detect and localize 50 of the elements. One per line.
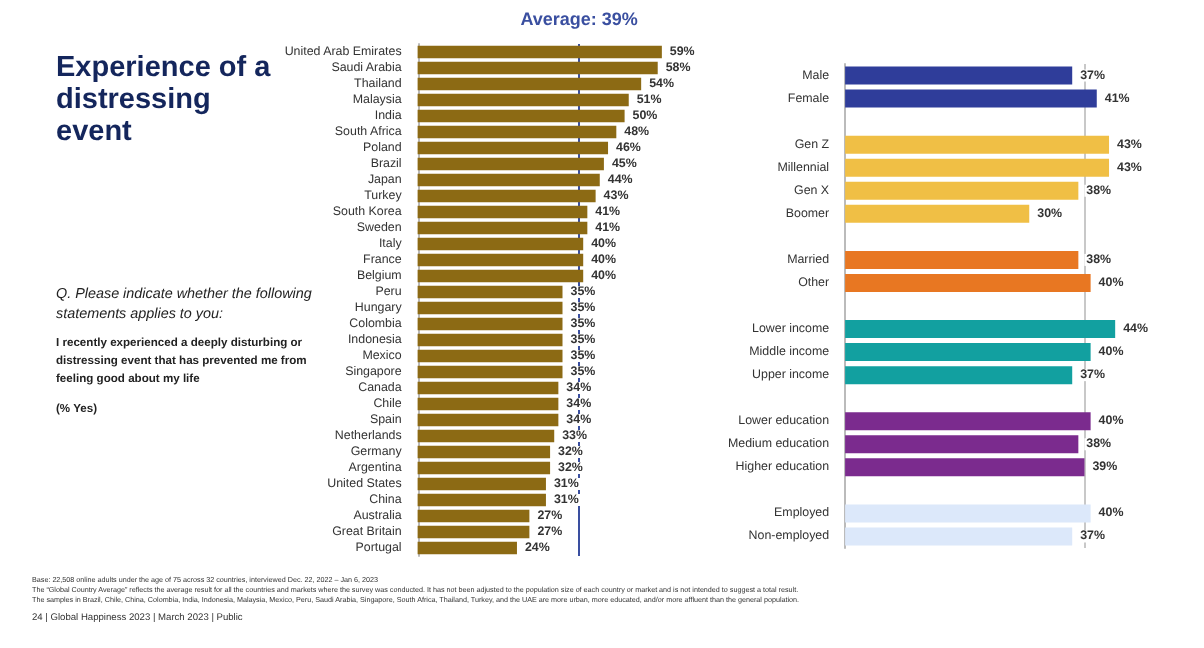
- bar: [845, 343, 1091, 362]
- bar: [845, 273, 1091, 292]
- bar: [417, 93, 629, 107]
- bar: [845, 458, 1085, 477]
- bar: [417, 125, 617, 139]
- bar: [845, 135, 1110, 154]
- bar: [417, 509, 530, 523]
- bar: [845, 250, 1079, 269]
- bar: [417, 45, 662, 59]
- bar: [845, 435, 1079, 454]
- bar: [845, 181, 1079, 200]
- bar: [845, 412, 1091, 431]
- bar: [417, 269, 584, 283]
- bar: [417, 365, 563, 379]
- bar: [417, 461, 551, 475]
- bar: [417, 157, 604, 171]
- bar: [417, 525, 530, 539]
- bar: [417, 173, 600, 187]
- bar: [417, 141, 609, 155]
- bar: [417, 301, 563, 315]
- bar: [417, 61, 658, 75]
- bar: [845, 204, 1030, 223]
- bar: [417, 381, 559, 395]
- ref-line-label: Average: 39%: [520, 9, 638, 29]
- bar: [417, 349, 563, 363]
- bar: [417, 541, 517, 555]
- bar: [417, 109, 625, 123]
- bar: [417, 445, 551, 459]
- bar: [417, 413, 559, 427]
- bar: [845, 89, 1097, 108]
- bar: [417, 285, 563, 299]
- bar: [417, 77, 642, 91]
- bar: [417, 429, 555, 443]
- bar: [417, 397, 559, 411]
- bar: [417, 205, 588, 219]
- bar: [417, 477, 546, 491]
- text: Experience of a distressing event: [56, 52, 271, 148]
- bar: [417, 333, 563, 347]
- bar: [417, 237, 584, 251]
- bar: [845, 158, 1110, 177]
- bar: [845, 527, 1073, 546]
- bar: [417, 317, 563, 331]
- bar: [845, 320, 1116, 339]
- bar: [417, 189, 596, 203]
- bar: [845, 504, 1091, 523]
- bar: [417, 221, 588, 235]
- bar: [845, 366, 1073, 385]
- bar: [417, 253, 584, 267]
- bar: [417, 493, 546, 507]
- bar: [845, 66, 1073, 85]
